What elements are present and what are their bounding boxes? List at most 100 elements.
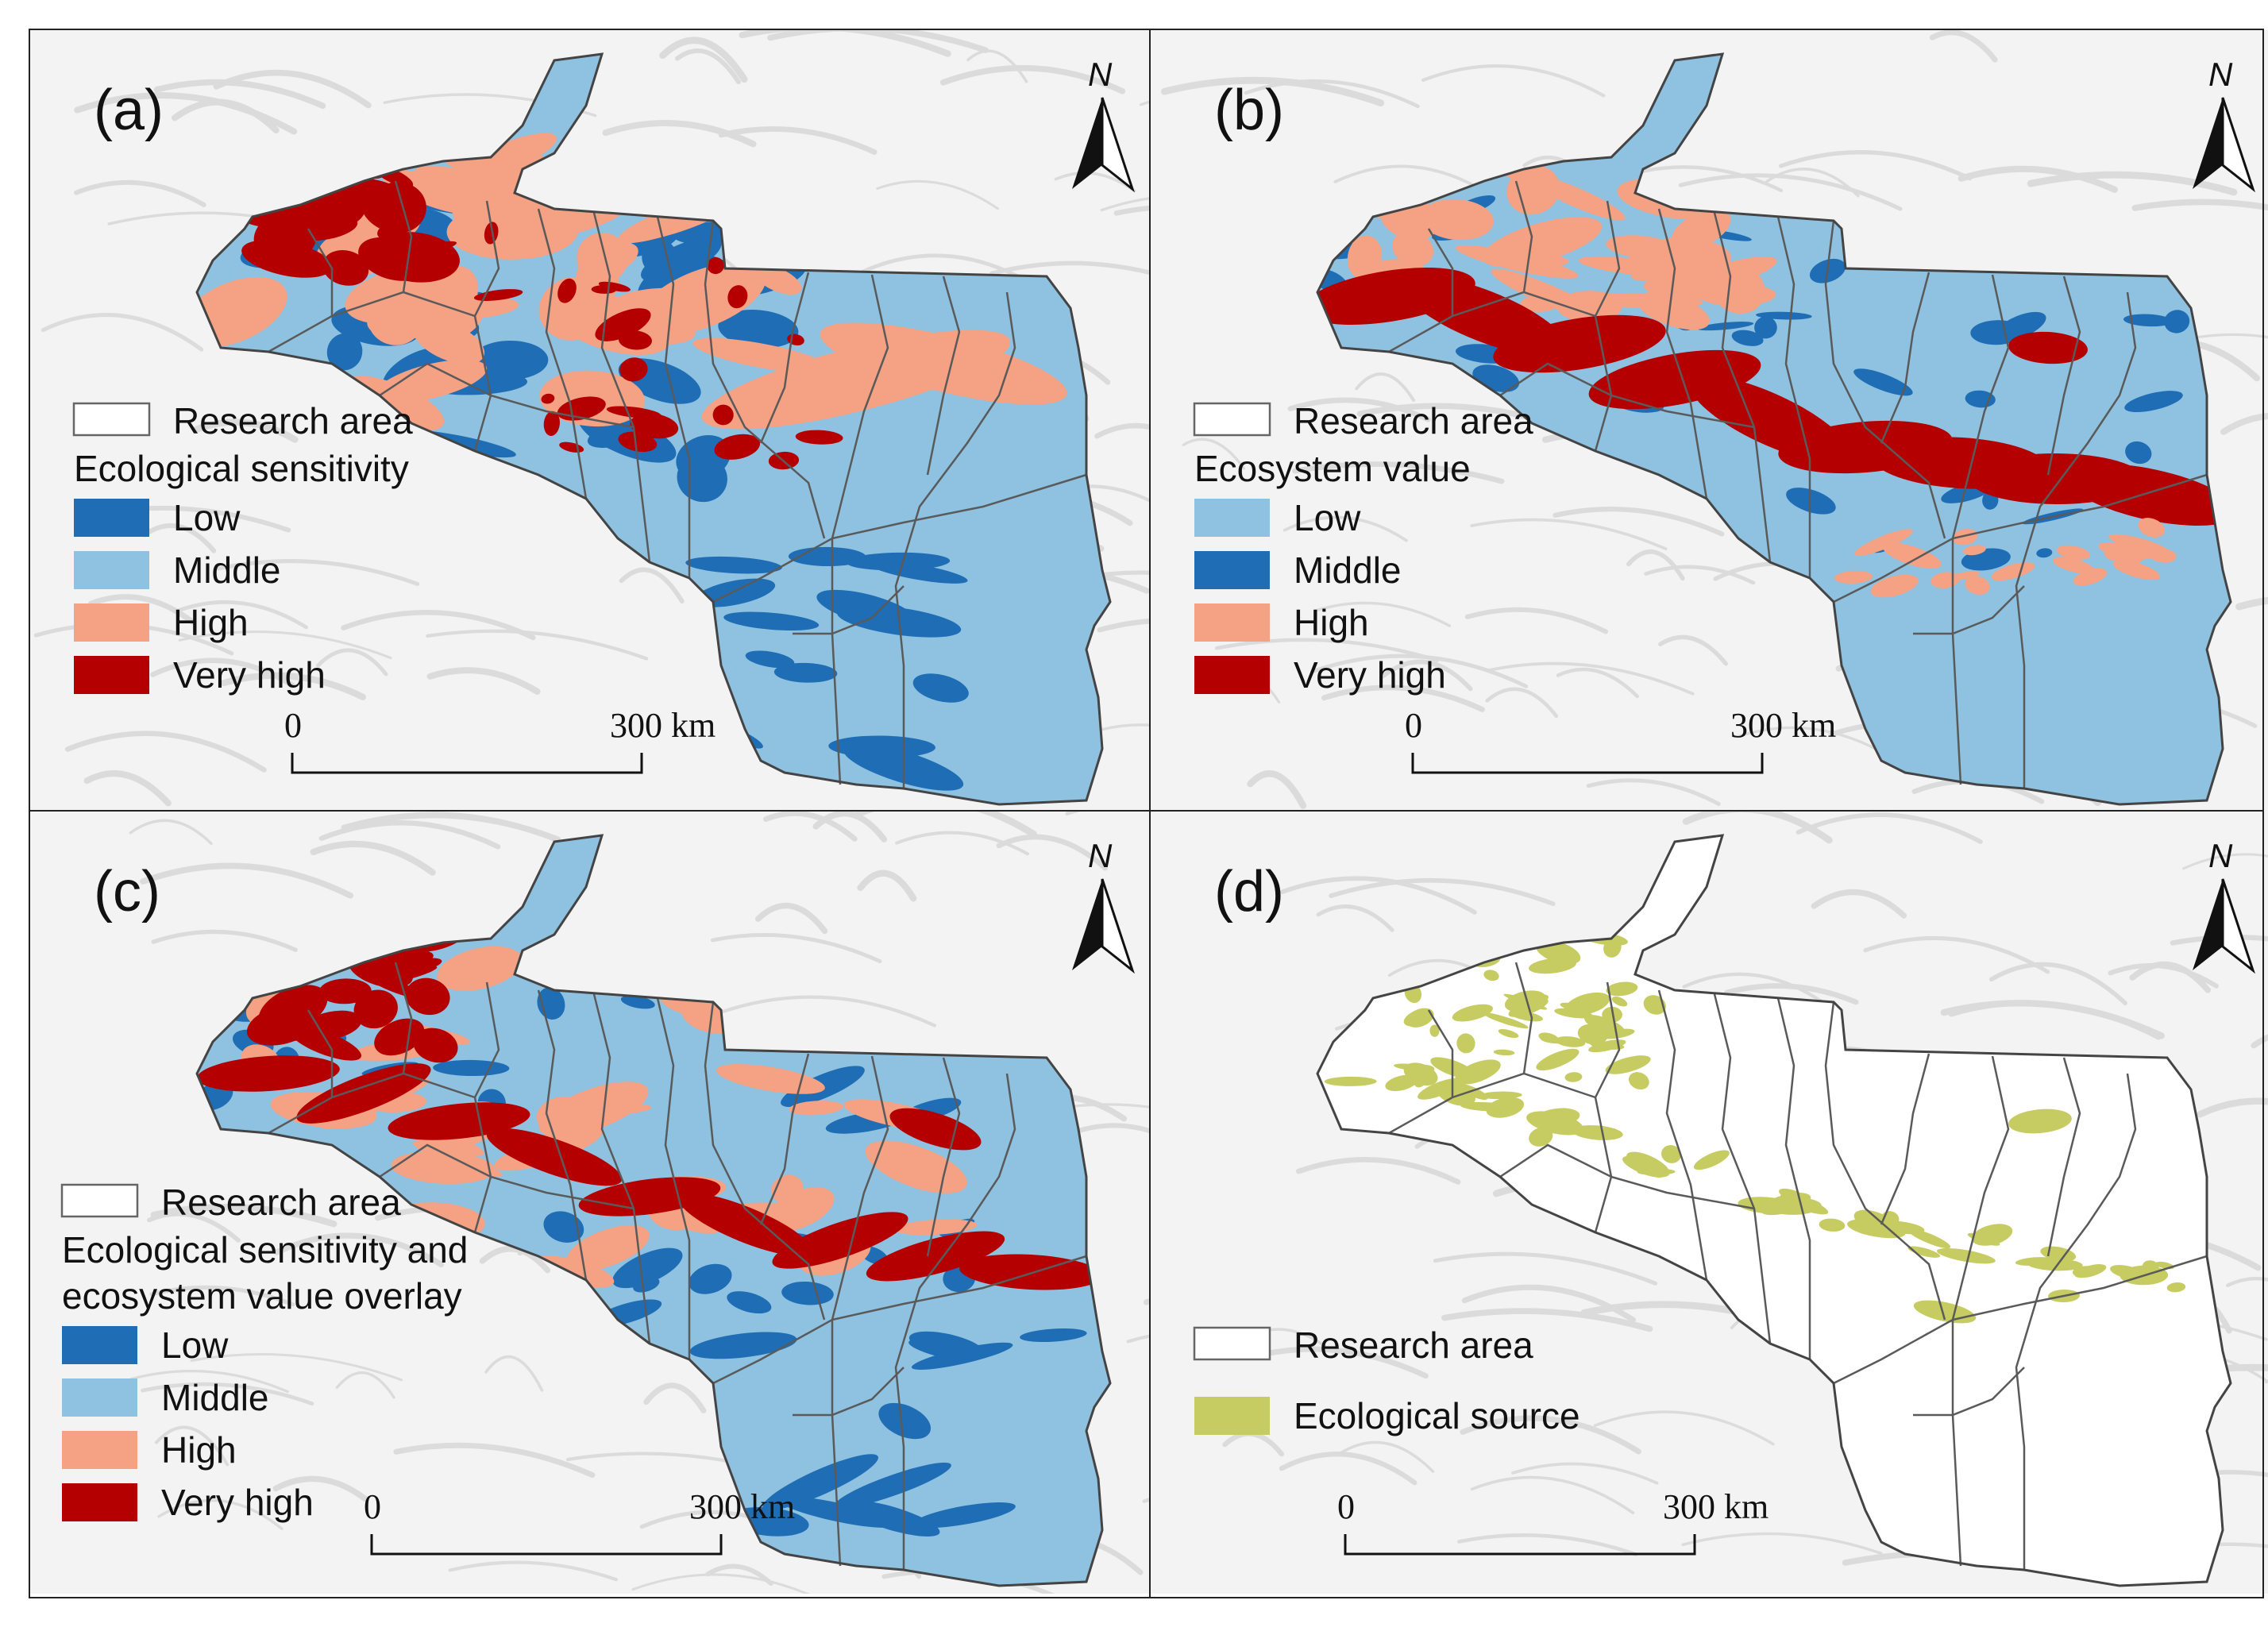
research-area-outline xyxy=(195,52,1112,806)
county-boundary-line xyxy=(1776,216,1811,578)
high-patch xyxy=(865,1140,967,1193)
county-boundary-line xyxy=(759,1053,810,1225)
legend: Research area Ecosystem value Low Middle Hig… xyxy=(1193,400,1533,696)
ecological-source-patch xyxy=(1907,1228,1951,1249)
ecological-source-patch xyxy=(1541,1036,1567,1044)
scale-label-start: 0 xyxy=(364,1487,381,1526)
ecological-source-patch xyxy=(1529,1127,1553,1147)
legend-label-low: Low xyxy=(173,497,241,538)
very-high-patch xyxy=(595,308,651,341)
ecological-source-patch xyxy=(2072,1266,2099,1278)
low-patch xyxy=(846,552,951,571)
ecological-source-patch xyxy=(1403,1008,1433,1027)
legend: Research area Ecological sensitivity Low Mi… xyxy=(72,400,413,696)
high-patch xyxy=(2073,568,2108,586)
legend-label-very-high: Very high xyxy=(1294,654,1446,696)
county-boundary-line xyxy=(1499,362,1755,429)
legend-swatch-low xyxy=(74,499,149,537)
county-boundary-line xyxy=(1388,1072,1596,1135)
scale-bar: 0 300 km xyxy=(364,1487,795,1556)
classification-layer xyxy=(1324,926,2186,1324)
scale-label-end: 300 km xyxy=(610,706,716,745)
panel-divider xyxy=(29,810,2264,812)
low-patch xyxy=(688,1263,732,1294)
ecological-source-patch xyxy=(2008,1109,2072,1134)
research-area-outline xyxy=(1316,52,2232,806)
low-patch xyxy=(641,237,722,282)
legend-label-middle: Middle xyxy=(173,549,281,591)
high-patch xyxy=(2138,518,2166,538)
scale-label-start: 0 xyxy=(1405,706,1422,745)
county-boundary-line xyxy=(656,216,691,578)
ecological-source-patch xyxy=(1483,970,1499,981)
very-high-patch xyxy=(413,1028,458,1063)
very-high-patch xyxy=(619,357,648,382)
legend-label-high: High xyxy=(1294,602,1369,643)
ecological-source-patch xyxy=(1661,1145,1682,1163)
ecological-source-patch xyxy=(1766,1197,1822,1215)
low-patch xyxy=(693,578,776,607)
county-boundaries xyxy=(268,180,1087,789)
panel-label: (c) xyxy=(94,860,160,923)
ecological-source-patch xyxy=(1564,992,1610,1016)
county-boundary-line xyxy=(2046,276,2081,476)
legend-swatch-low xyxy=(1194,499,1270,537)
ecological-source-patch xyxy=(1907,1246,1941,1258)
very-high-patch xyxy=(630,413,679,439)
legend-label-research-area: Research area xyxy=(173,400,413,441)
scale-label-start: 0 xyxy=(284,706,302,745)
high-patch xyxy=(1392,230,1434,267)
low-patch xyxy=(773,662,838,683)
legend: Research area Ecological source xyxy=(1193,1324,1580,1436)
county-boundary-line xyxy=(1824,220,1946,539)
very-high-patch xyxy=(889,1108,982,1151)
very-high-patch xyxy=(374,1018,425,1056)
high-patch xyxy=(2057,545,2090,561)
ecological-source-patch xyxy=(2166,1282,2186,1293)
county-boundary-line xyxy=(1913,1367,2025,1417)
ecological-source-patch xyxy=(1324,1076,1377,1086)
scale-bar-line xyxy=(1411,753,1764,774)
high-patch xyxy=(1347,235,1383,280)
very-high-ridge xyxy=(197,1055,340,1092)
county-boundary-line xyxy=(1713,212,1772,563)
very-high-patch xyxy=(598,281,631,292)
county-boundary-line xyxy=(1427,1009,1454,1097)
very-high-ridge xyxy=(296,1063,431,1124)
low-patch xyxy=(718,310,799,349)
low-patch xyxy=(913,1502,1016,1529)
county-boundary-line xyxy=(1713,993,1772,1344)
legend-label-low: Low xyxy=(161,1324,229,1366)
very-high-patch xyxy=(408,241,457,257)
county-boundaries xyxy=(1388,180,2208,789)
high-patch xyxy=(894,1219,978,1236)
very-high-patch xyxy=(712,404,734,426)
county-boundary-line xyxy=(894,291,1016,789)
panel-label: (d) xyxy=(1214,860,1284,923)
county-boundary-line xyxy=(2015,291,2137,789)
low-patch xyxy=(762,1454,878,1510)
research-area-outline xyxy=(1316,834,2232,1587)
north-label: N xyxy=(1088,56,1113,93)
high-patch xyxy=(754,264,802,295)
very-high-patch xyxy=(246,1004,319,1046)
map-panel-d: (d) N Research area Ecological source 0 300 k… xyxy=(1151,812,2268,1594)
north-arrow-icon: N xyxy=(1072,56,1135,193)
county-boundary-line xyxy=(1514,962,1533,1074)
very-high-patch xyxy=(353,989,398,1029)
county-boundary-line xyxy=(793,1367,904,1417)
county-boundary-line xyxy=(537,989,588,1281)
scale-bar-line xyxy=(291,753,643,774)
county-boundary-line xyxy=(537,208,588,499)
county-boundary-line xyxy=(1427,228,1454,316)
very-high-patch xyxy=(241,240,332,278)
county-boundary-line xyxy=(712,1255,1087,1385)
county-boundary-line xyxy=(704,1001,826,1321)
low-patch xyxy=(620,995,655,1009)
map-panel-c: (c) N Research area Ecological sensitivity … xyxy=(30,812,1150,1594)
county-boundary-line xyxy=(268,1072,476,1135)
high-patch xyxy=(376,359,488,403)
low-patch xyxy=(908,1331,985,1359)
middle-patch xyxy=(2124,391,2183,413)
high-patch xyxy=(789,1101,843,1116)
